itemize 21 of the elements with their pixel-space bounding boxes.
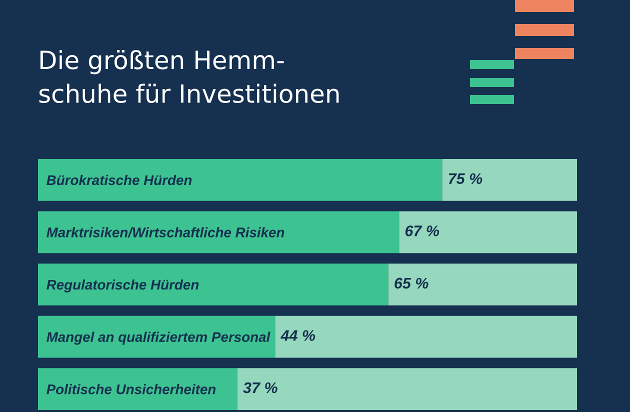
bar xyxy=(38,316,276,358)
y-tick-label: Regulatorische Hürden xyxy=(46,279,199,292)
data-label: 44 % xyxy=(280,330,316,341)
data-label: 37 % xyxy=(243,382,278,394)
data-label: 75 % xyxy=(448,173,482,184)
bar xyxy=(38,368,238,410)
bar xyxy=(399,211,577,254)
chart-title: Die größten Hemm- schuhe für Investitionen xyxy=(39,50,339,104)
data-label: 65 % xyxy=(394,278,428,289)
bar xyxy=(38,211,400,254)
data-label: 67 % xyxy=(405,225,440,236)
bar xyxy=(275,316,577,358)
y-tick-label: Mangel an qualifiziertem Personal xyxy=(46,332,270,345)
y-tick-label: Bürokratische Hürden xyxy=(46,174,192,186)
bar xyxy=(38,159,442,201)
bar xyxy=(388,264,577,306)
bar xyxy=(38,264,388,306)
y-tick-label: Marktrisiken/Wirtschaftliche Risiken xyxy=(46,227,284,238)
bar xyxy=(237,368,577,410)
bar xyxy=(442,159,577,201)
y-tick-label: Politische Unsicherheiten xyxy=(46,384,216,394)
